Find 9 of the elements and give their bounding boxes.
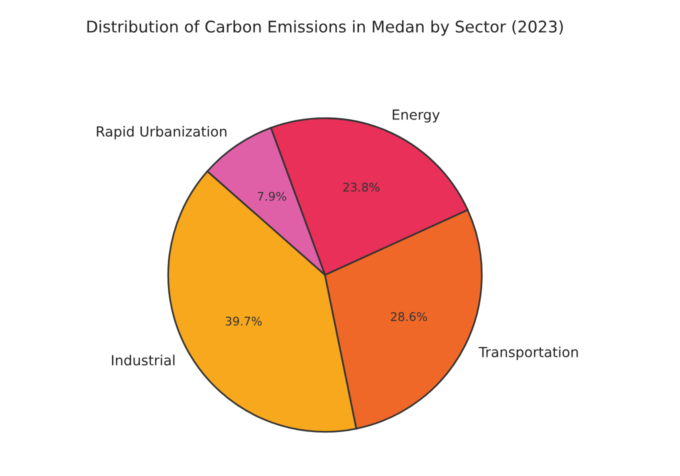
data-label: 23.8%	[343, 182, 380, 192]
slice-label: Transportation	[478, 346, 578, 360]
data-label: 7.9%	[258, 192, 286, 201]
slice-label: Energy	[392, 110, 440, 123]
data-label: 39.7%	[226, 316, 262, 326]
data-label: 28.6%	[390, 312, 427, 322]
slice-label: Industrial	[112, 354, 174, 366]
chart-title: Distribution of Carbon Emissions in Medan by Sector (2023)	[87, 20, 563, 36]
slice-label: Rapid Urbanization	[96, 126, 226, 140]
